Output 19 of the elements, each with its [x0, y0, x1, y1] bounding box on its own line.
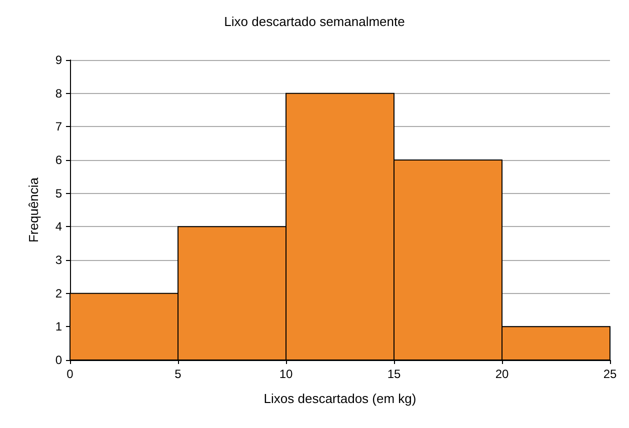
x-tick-label: 5: [174, 367, 182, 381]
y-tick-label: 0: [55, 353, 62, 367]
y-tick-label: 1: [55, 320, 62, 334]
y-tick-label: 7: [55, 120, 62, 134]
y-axis-title: Frequência: [26, 176, 41, 243]
x-tick-label: 15: [387, 367, 401, 381]
x-axis-title: Lixos descartados (em kg): [264, 391, 416, 406]
y-tick-label: 5: [55, 186, 62, 200]
y-tick-label: 6: [55, 153, 62, 167]
y-tick-label: 3: [55, 253, 62, 267]
x-tick-label: 25: [603, 367, 617, 381]
y-tick-label: 9: [55, 53, 62, 67]
y-tick-label: 2: [55, 286, 62, 300]
chart-title: Lixo descartado semanalmente: [224, 14, 405, 29]
y-tick-label: 8: [55, 86, 62, 100]
x-tick-label: 20: [495, 367, 509, 381]
y-tick-label: 4: [55, 220, 62, 234]
x-tick-label: 0: [66, 367, 74, 381]
x-tick-label: 10: [279, 367, 293, 381]
